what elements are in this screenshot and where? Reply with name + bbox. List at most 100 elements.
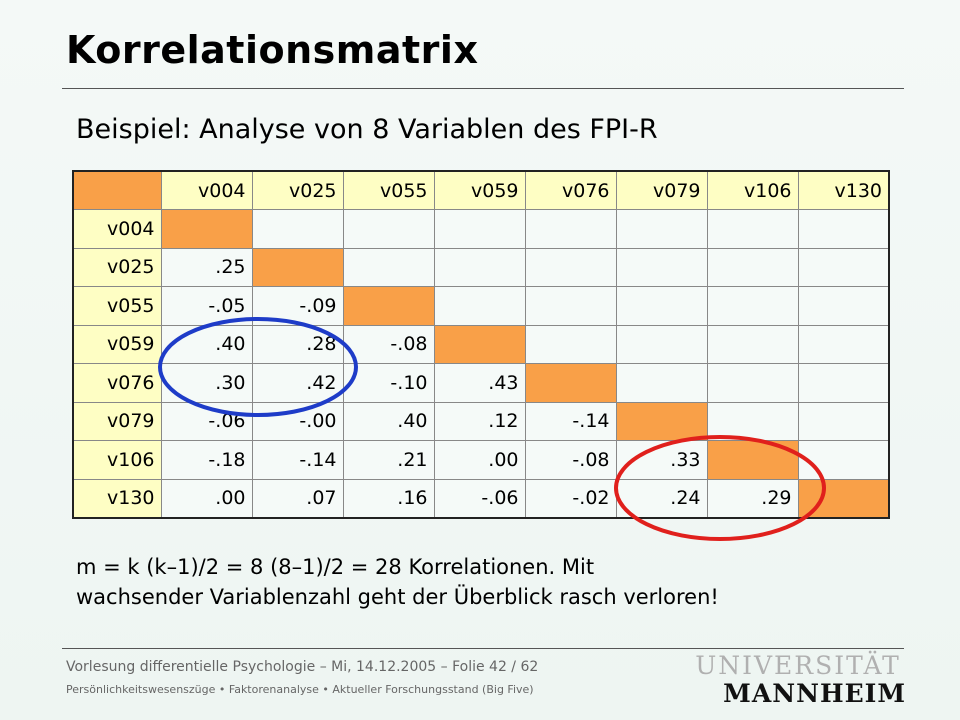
empty-cell — [615, 324, 708, 364]
column-header-v130: v130 — [797, 170, 890, 210]
diagonal-cell — [433, 324, 526, 364]
diagonal-cell — [251, 247, 344, 287]
empty-cell — [797, 286, 890, 326]
correlation-cell: .30 — [160, 363, 253, 403]
correlation-cell: -.08 — [342, 324, 435, 364]
diagonal-cell — [797, 478, 890, 518]
university-logo: UNIVERSITÄT MANNHEIM — [686, 652, 910, 708]
correlation-cell: -.06 — [160, 401, 253, 441]
correlation-cell: .40 — [342, 401, 435, 441]
row-header-v059: v059 — [72, 324, 162, 364]
empty-cell — [706, 401, 799, 441]
empty-cell — [524, 209, 617, 249]
footer-lecture-info: Vorlesung differentielle Psychologie – M… — [66, 659, 539, 675]
correlation-cell: -.09 — [251, 286, 344, 326]
diagonal-cell — [615, 401, 708, 441]
row-header-v055: v055 — [72, 286, 162, 326]
footer-topics: Persönlichkeitswesenszüge • Faktorenanal… — [66, 683, 534, 696]
correlation-cell: -.18 — [160, 440, 253, 480]
row-header-v106: v106 — [72, 440, 162, 480]
matrix-row-v055: v055 -.05 -.09 — [72, 286, 890, 326]
empty-cell — [797, 247, 890, 287]
diagonal-cell — [342, 286, 435, 326]
empty-cell — [615, 363, 708, 403]
correlation-cell: .29 — [706, 478, 799, 518]
correlation-cell: .28 — [251, 324, 344, 364]
correlation-cell: -.14 — [251, 440, 344, 480]
diagonal-cell — [524, 363, 617, 403]
empty-cell — [797, 440, 890, 480]
correlation-cell: -.00 — [251, 401, 344, 441]
matrix-row-v130: v130.00.07.16 -.06 -.02.24.29 — [72, 478, 890, 518]
matrix-row-v079: v079 -.06 -.00.40.12 -.14 — [72, 401, 890, 441]
correlation-cell: .07 — [251, 478, 344, 518]
row-header-v025: v025 — [72, 247, 162, 287]
slide-title: Korrelationsmatrix — [66, 28, 479, 72]
correlation-cell: .00 — [433, 440, 526, 480]
column-header-v059: v059 — [433, 170, 526, 210]
row-header-v130: v130 — [72, 478, 162, 518]
column-header-v004: v004 — [160, 170, 253, 210]
logo-universitaet: UNIVERSITÄT — [695, 651, 901, 680]
empty-cell — [797, 363, 890, 403]
note-line-1: m = k (k–1)/2 = 8 (8–1)/2 = 28 Korrelati… — [76, 555, 595, 579]
matrix-header-row: v004 v025 v055 v059 v076 v079 v106 v130 — [72, 170, 890, 210]
matrix-row-v106: v106 -.18 -.14.21.00 -.08.33 — [72, 440, 890, 480]
empty-cell — [524, 286, 617, 326]
column-header-v025: v025 — [251, 170, 344, 210]
correlation-cell: .33 — [615, 440, 708, 480]
empty-cell — [706, 363, 799, 403]
empty-cell — [706, 286, 799, 326]
row-header-v004: v004 — [72, 209, 162, 249]
correlation-cell: .21 — [342, 440, 435, 480]
note-text: m = k (k–1)/2 = 8 (8–1)/2 = 28 Korrelati… — [76, 552, 719, 612]
matrix-corner-cell — [72, 170, 162, 210]
row-header-v076: v076 — [72, 363, 162, 403]
empty-cell — [433, 247, 526, 287]
correlation-cell: -.05 — [160, 286, 253, 326]
empty-cell — [433, 286, 526, 326]
column-header-v106: v106 — [706, 170, 799, 210]
correlation-cell: .16 — [342, 478, 435, 518]
correlation-cell: .24 — [615, 478, 708, 518]
empty-cell — [706, 247, 799, 287]
empty-cell — [342, 247, 435, 287]
diagonal-cell — [160, 209, 253, 249]
correlation-cell: -.02 — [524, 478, 617, 518]
column-header-v076: v076 — [524, 170, 617, 210]
empty-cell — [615, 209, 708, 249]
matrix-row-v059: v059.40.28 -.08 — [72, 324, 890, 364]
correlation-cell: .00 — [160, 478, 253, 518]
empty-cell — [615, 286, 708, 326]
correlation-cell: -.06 — [433, 478, 526, 518]
column-header-v079: v079 — [615, 170, 708, 210]
correlation-cell: -.14 — [524, 401, 617, 441]
empty-cell — [615, 247, 708, 287]
slide-subtitle: Beispiel: Analyse von 8 Variablen des FP… — [76, 114, 658, 145]
empty-cell — [797, 209, 890, 249]
logo-mannheim: MANNHEIM — [723, 679, 906, 708]
empty-cell — [706, 324, 799, 364]
correlation-cell: .25 — [160, 247, 253, 287]
correlation-matrix: v004 v025 v055 v059 v076 v079 v106 v130 v004 v025… — [72, 170, 890, 519]
title-divider — [62, 88, 904, 89]
footer-divider — [62, 648, 904, 649]
empty-cell — [524, 247, 617, 287]
empty-cell — [433, 209, 526, 249]
matrix-row-v004: v004 — [72, 209, 890, 249]
correlation-cell: -.10 — [342, 363, 435, 403]
correlation-cell: .42 — [251, 363, 344, 403]
empty-cell — [524, 324, 617, 364]
matrix-row-v025: v025.25 — [72, 247, 890, 287]
correlation-cell: -.08 — [524, 440, 617, 480]
correlation-cell: .12 — [433, 401, 526, 441]
correlation-cell: .43 — [433, 363, 526, 403]
diagonal-cell — [706, 440, 799, 480]
empty-cell — [251, 209, 344, 249]
matrix-row-v076: v076.30.42 -.10.43 — [72, 363, 890, 403]
note-line-2: wachsender Variablenzahl geht der Überbl… — [76, 585, 719, 609]
column-header-v055: v055 — [342, 170, 435, 210]
empty-cell — [342, 209, 435, 249]
empty-cell — [706, 209, 799, 249]
empty-cell — [797, 324, 890, 364]
